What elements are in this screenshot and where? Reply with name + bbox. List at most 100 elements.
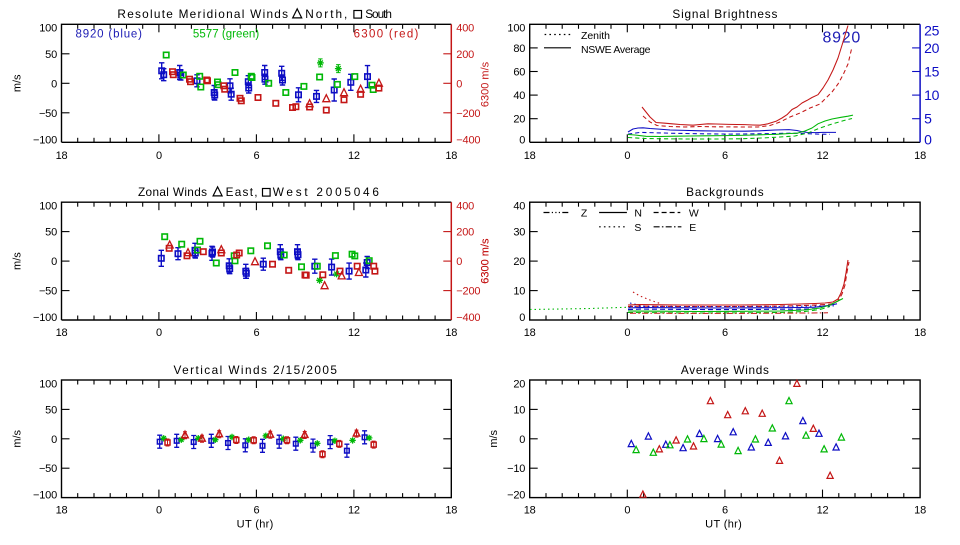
svg-text:18: 18 [524, 327, 536, 339]
svg-text:12: 12 [817, 327, 829, 339]
svg-text:200: 200 [456, 227, 474, 239]
svg-text:6: 6 [722, 150, 728, 162]
svg-text:8920: 8920 [823, 30, 862, 47]
svg-text:18: 18 [914, 505, 926, 517]
svg-text:0: 0 [156, 327, 162, 339]
svg-text:50: 50 [45, 404, 57, 416]
svg-text:E: E [689, 222, 696, 234]
svg-text:20: 20 [513, 256, 525, 268]
svg-text:0: 0 [624, 505, 630, 517]
svg-text:100: 100 [507, 23, 525, 35]
svg-text:12: 12 [348, 150, 360, 162]
svg-text:Backgrounds: Backgrounds [686, 185, 764, 199]
svg-text:0: 0 [156, 505, 162, 517]
svg-text:100: 100 [39, 378, 57, 390]
svg-text:−200: −200 [456, 286, 480, 298]
svg-text:18: 18 [914, 327, 926, 339]
svg-text:30: 30 [513, 227, 525, 239]
svg-text:18: 18 [56, 150, 68, 162]
svg-text:−50: −50 [39, 463, 57, 475]
svg-text:12: 12 [817, 505, 829, 517]
svg-text:−20: −20 [507, 490, 525, 502]
svg-text:18: 18 [445, 505, 457, 517]
svg-text:6: 6 [253, 505, 259, 517]
svg-text:0: 0 [519, 312, 525, 324]
svg-text:18: 18 [524, 505, 536, 517]
svg-text:0: 0 [456, 256, 462, 268]
svg-text:0: 0 [51, 78, 57, 90]
svg-text:Z: Z [581, 208, 588, 220]
svg-text:m/s: m/s [488, 429, 500, 447]
svg-text:Resolute Meridional Winds: Resolute Meridional Winds [117, 7, 288, 21]
svg-text:60: 60 [513, 67, 525, 79]
svg-text:0: 0 [519, 434, 525, 446]
svg-text:−100: −100 [33, 134, 57, 146]
svg-text:S: S [634, 222, 641, 234]
svg-text:North,: North, [305, 7, 347, 21]
svg-text:−200: −200 [456, 108, 480, 120]
svg-text:100: 100 [39, 201, 57, 213]
svg-text:18: 18 [56, 505, 68, 517]
svg-text:Zonal Winds: Zonal Winds [138, 185, 207, 199]
svg-text:m/s: m/s [12, 429, 24, 447]
svg-text:18: 18 [445, 150, 457, 162]
svg-text:6300 m/s: 6300 m/s [480, 238, 492, 284]
svg-text:Average Winds: Average Winds [681, 363, 769, 377]
svg-text:−100: −100 [33, 490, 57, 502]
svg-text:−400: −400 [456, 312, 480, 324]
svg-text:100: 100 [39, 23, 57, 35]
svg-text:0: 0 [624, 327, 630, 339]
svg-text:20: 20 [513, 378, 525, 390]
svg-text:0: 0 [51, 434, 57, 446]
svg-text:5577 (green): 5577 (green) [193, 29, 259, 41]
svg-text:40: 40 [513, 201, 525, 213]
svg-text:−100: −100 [33, 312, 57, 324]
svg-text:0: 0 [624, 150, 630, 162]
svg-text:Signal Brightness: Signal Brightness [672, 7, 777, 21]
svg-text:NSWE Average: NSWE Average [581, 44, 651, 56]
svg-text:400: 400 [456, 23, 474, 35]
svg-text:200: 200 [456, 49, 474, 61]
svg-text:W: W [689, 208, 699, 220]
svg-text:12: 12 [817, 150, 829, 162]
svg-text:6300 m/s: 6300 m/s [480, 238, 492, 284]
svg-text:West 2005046: West 2005046 [273, 185, 380, 199]
svg-text:UT (hr): UT (hr) [705, 519, 742, 531]
svg-text:Vertical Winds 2/15/2005: Vertical Winds 2/15/2005 [174, 363, 338, 377]
svg-text:0: 0 [51, 256, 57, 268]
svg-text:10: 10 [513, 286, 525, 298]
svg-text:m/s: m/s [12, 252, 24, 270]
svg-text:0: 0 [156, 150, 162, 162]
svg-text:6: 6 [253, 327, 259, 339]
svg-text:5: 5 [924, 111, 932, 127]
svg-text:12: 12 [348, 505, 360, 517]
svg-text:6300 (red): 6300 (red) [354, 29, 419, 41]
svg-text:6300 m/s: 6300 m/s [480, 61, 492, 107]
svg-text:80: 80 [513, 43, 525, 55]
svg-text:18: 18 [445, 327, 457, 339]
svg-text:40: 40 [513, 90, 525, 102]
svg-text:18: 18 [914, 150, 926, 162]
svg-text:−50: −50 [39, 108, 57, 120]
svg-text:50: 50 [45, 49, 57, 61]
svg-text:East,: East, [226, 185, 258, 199]
svg-text:−400: −400 [456, 134, 480, 146]
svg-text:10: 10 [513, 404, 525, 416]
svg-text:−10: −10 [507, 463, 525, 475]
svg-text:6: 6 [253, 150, 259, 162]
svg-text:10: 10 [924, 87, 940, 103]
svg-text:18: 18 [524, 150, 536, 162]
svg-text:South: South [365, 7, 392, 21]
svg-text:m/s: m/s [12, 74, 24, 92]
svg-text:25: 25 [924, 23, 940, 39]
svg-text:12: 12 [348, 327, 360, 339]
svg-text:0: 0 [519, 134, 525, 146]
svg-text:18: 18 [56, 327, 68, 339]
svg-text:−50: −50 [39, 286, 57, 298]
svg-text:Zenith: Zenith [581, 30, 610, 42]
svg-text:N: N [634, 208, 642, 220]
svg-text:20: 20 [513, 114, 525, 126]
svg-text:400: 400 [456, 201, 474, 213]
svg-text:6: 6 [722, 505, 728, 517]
svg-text:6: 6 [722, 327, 728, 339]
